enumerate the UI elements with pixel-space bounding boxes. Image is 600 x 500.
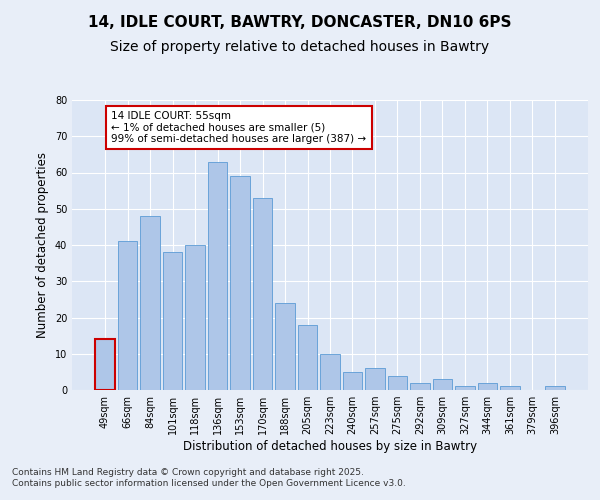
- Bar: [95, 339, 115, 390]
- Bar: [208, 162, 227, 390]
- Bar: [455, 386, 475, 390]
- Bar: [118, 242, 137, 390]
- Bar: [478, 383, 497, 390]
- Bar: [140, 216, 160, 390]
- Bar: [500, 386, 520, 390]
- Bar: [365, 368, 385, 390]
- Text: 14, IDLE COURT, BAWTRY, DONCASTER, DN10 6PS: 14, IDLE COURT, BAWTRY, DONCASTER, DN10 …: [88, 15, 512, 30]
- Y-axis label: Number of detached properties: Number of detached properties: [36, 152, 49, 338]
- Bar: [433, 379, 452, 390]
- Text: 14 IDLE COURT: 55sqm
← 1% of detached houses are smaller (5)
99% of semi-detache: 14 IDLE COURT: 55sqm ← 1% of detached ho…: [112, 111, 367, 144]
- Bar: [545, 386, 565, 390]
- Text: Size of property relative to detached houses in Bawtry: Size of property relative to detached ho…: [110, 40, 490, 54]
- X-axis label: Distribution of detached houses by size in Bawtry: Distribution of detached houses by size …: [183, 440, 477, 453]
- Bar: [320, 354, 340, 390]
- Bar: [275, 303, 295, 390]
- Bar: [388, 376, 407, 390]
- Bar: [185, 245, 205, 390]
- Bar: [163, 252, 182, 390]
- Bar: [410, 383, 430, 390]
- Bar: [343, 372, 362, 390]
- Bar: [298, 325, 317, 390]
- Bar: [253, 198, 272, 390]
- Bar: [230, 176, 250, 390]
- Text: Contains HM Land Registry data © Crown copyright and database right 2025.
Contai: Contains HM Land Registry data © Crown c…: [12, 468, 406, 487]
